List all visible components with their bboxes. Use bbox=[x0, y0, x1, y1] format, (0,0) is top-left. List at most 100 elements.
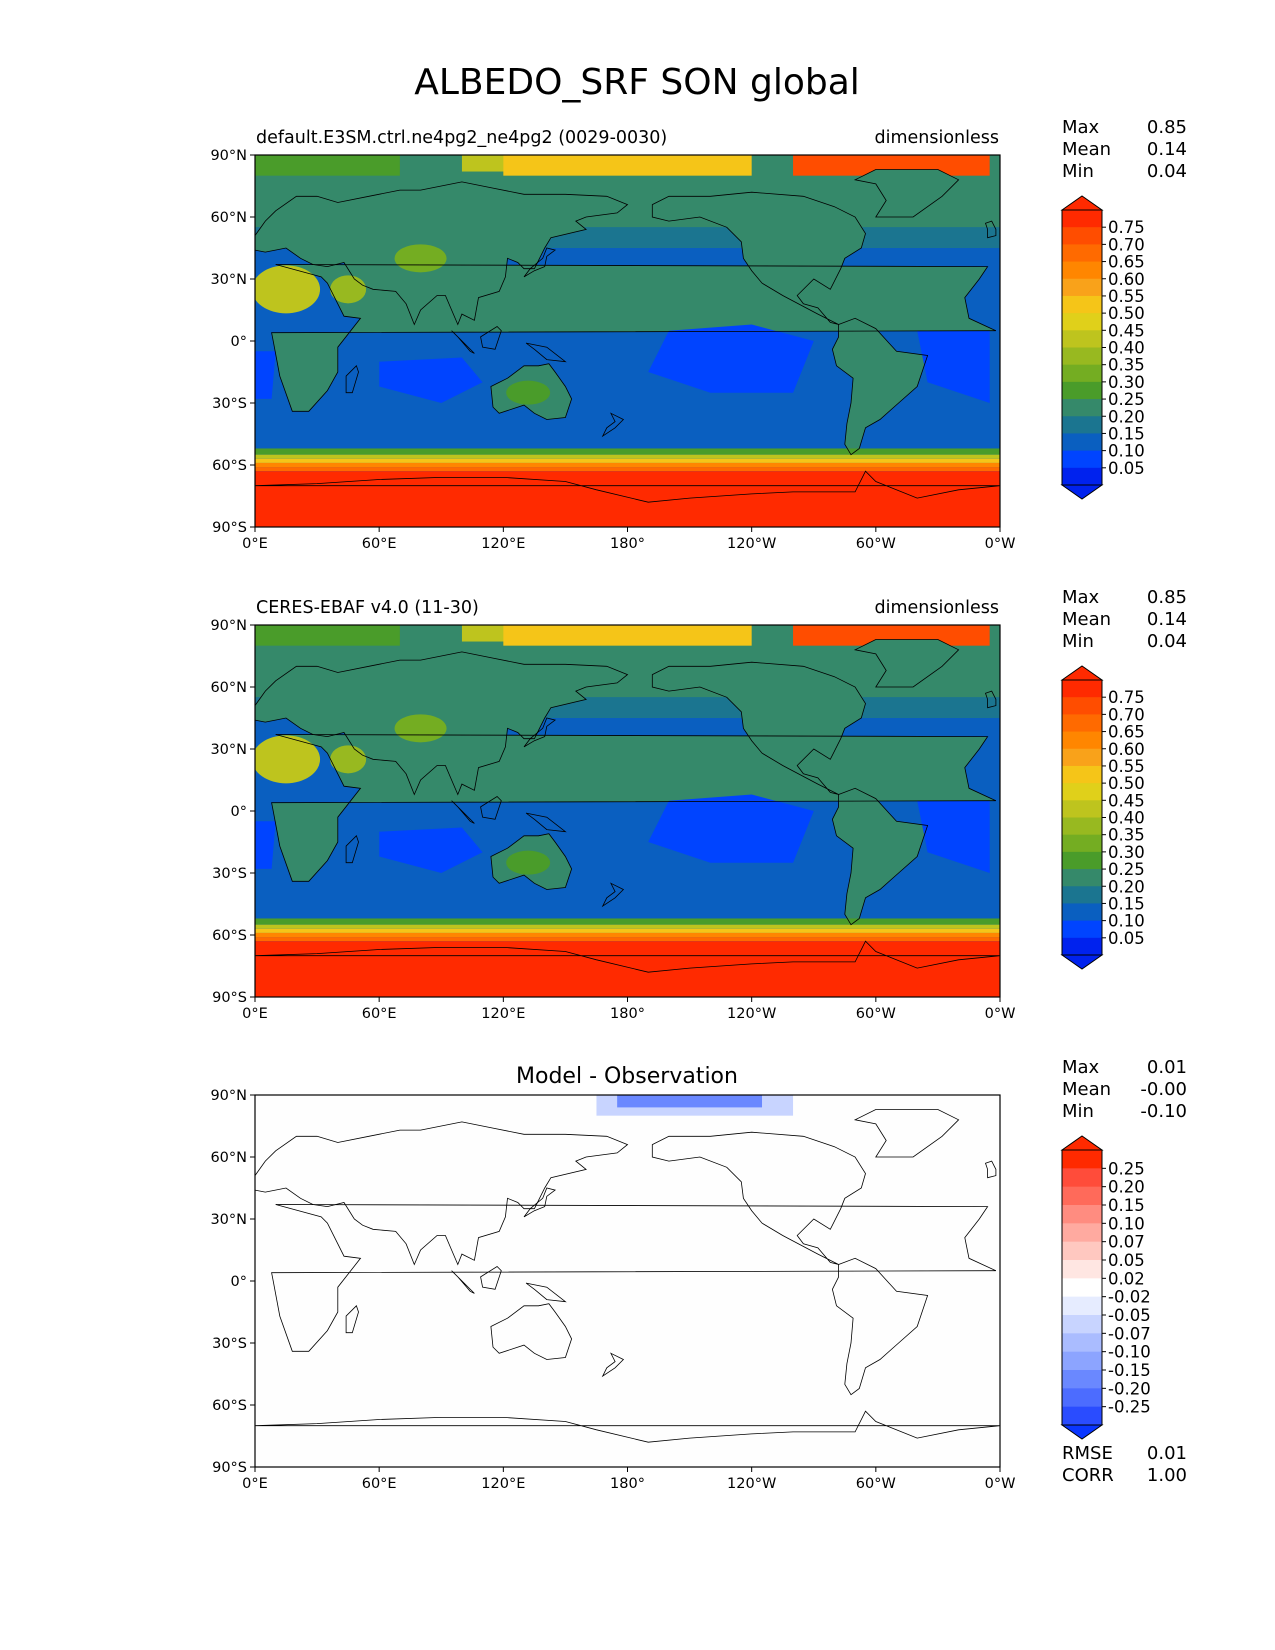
colorbar-swatch bbox=[1062, 1278, 1102, 1298]
colorbar-swatch bbox=[1062, 1388, 1102, 1408]
lon-tick-label: 120°W bbox=[727, 1476, 776, 1492]
colorbar-tick-label: 0.30 bbox=[1108, 373, 1145, 392]
colorbar-swatch bbox=[1062, 937, 1102, 956]
coastline-12 bbox=[525, 812, 567, 833]
colorbar-top-arrow bbox=[1060, 195, 1104, 211]
panel-diff: Model - Observation 90°N 60°N 30°N 0° 30°S 60°… bbox=[210, 1057, 1187, 1492]
colorbar-tick-label: 0.02 bbox=[1108, 1269, 1145, 1288]
coastline-3 bbox=[651, 1131, 866, 1265]
field-land-3 bbox=[652, 662, 866, 795]
colorbar-swatch bbox=[1062, 903, 1102, 922]
stat-label: Min bbox=[1062, 631, 1094, 652]
colorbar-swatch bbox=[1062, 467, 1102, 486]
colorbar-swatch bbox=[1062, 1186, 1102, 1206]
lat-tick-label: 60°S bbox=[212, 928, 247, 944]
figure-title: ALBEDO_SRF SON global bbox=[414, 62, 860, 103]
colorbar-tick-label: 0.30 bbox=[1108, 843, 1145, 862]
lat-tick-label: 60°S bbox=[212, 458, 247, 474]
colorbar-tick-label: -0.02 bbox=[1108, 1288, 1151, 1307]
panel-title-right: dimensionless bbox=[874, 128, 999, 148]
coastline-4 bbox=[831, 787, 929, 926]
colorbar-tick-label: 0.55 bbox=[1108, 287, 1145, 306]
coastline-4 bbox=[831, 1257, 929, 1396]
colorbar-swatch bbox=[1062, 869, 1102, 887]
stat-value: 0.85 bbox=[1147, 587, 1187, 608]
colorbar-tick-label: 0.45 bbox=[1108, 791, 1145, 810]
coastline-1 bbox=[255, 1121, 629, 1266]
stat-value: 0.04 bbox=[1147, 161, 1187, 182]
stat-label: Mean bbox=[1062, 139, 1111, 160]
colorbar-tick-label: 0.65 bbox=[1108, 723, 1145, 742]
colorbar-swatch bbox=[1062, 330, 1102, 348]
map-field bbox=[255, 625, 1000, 997]
coastline-9 bbox=[345, 1305, 359, 1334]
colorbar-tick-label: 0.70 bbox=[1108, 235, 1145, 254]
field-arctic-diff-inner bbox=[617, 1095, 763, 1108]
field-tropic-io bbox=[379, 827, 483, 873]
colorbar-top-arrow bbox=[1060, 665, 1104, 681]
colorbar-swatch bbox=[1062, 1150, 1102, 1169]
colorbar-tick-label: -0.10 bbox=[1108, 1343, 1151, 1362]
lat-tick-label: 30°S bbox=[212, 866, 247, 882]
lat-tick-label: 60°N bbox=[210, 1150, 247, 1166]
extra-stat-label: RMSE bbox=[1062, 1443, 1113, 1464]
coastline-7 bbox=[523, 247, 557, 278]
colorbar: 0.750.700.650.600.550.500.450.400.350.30… bbox=[1060, 195, 1145, 500]
stat-value: 0.14 bbox=[1147, 139, 1187, 160]
lon-tick-label: 120°E bbox=[481, 1476, 525, 1492]
colorbar-swatch bbox=[1062, 261, 1102, 280]
coastline-5 bbox=[853, 1109, 960, 1158]
coastline-5 bbox=[853, 639, 960, 688]
lat-tick-label: 90°S bbox=[212, 1460, 247, 1476]
lon-tick-label: 0°W bbox=[985, 1476, 1016, 1492]
stat-label: Max bbox=[1062, 1057, 1100, 1078]
colorbar-tick-label: -0.25 bbox=[1108, 1398, 1151, 1417]
coastline-2 bbox=[490, 363, 573, 420]
coastline-13 bbox=[601, 412, 625, 438]
colorbar-tick-label: 0.25 bbox=[1108, 860, 1145, 879]
coastline-2 bbox=[490, 833, 573, 890]
field-band-s3 bbox=[255, 928, 1000, 933]
colorbar-swatch bbox=[1062, 834, 1102, 853]
colorbar-tick-label: 0.35 bbox=[1108, 356, 1145, 375]
colorbar-tick-label: -0.20 bbox=[1108, 1379, 1151, 1398]
field-central-asia bbox=[394, 244, 447, 273]
panel-title-center: Model - Observation bbox=[516, 1064, 738, 1089]
coastline-7 bbox=[523, 717, 557, 748]
colorbar-swatch bbox=[1062, 244, 1102, 263]
colorbar-bottom-arrow bbox=[1060, 1424, 1104, 1440]
colorbar-swatch bbox=[1062, 1223, 1102, 1243]
coastline-8 bbox=[984, 1160, 997, 1179]
colorbar-swatch bbox=[1062, 278, 1102, 297]
field-tropic-atl bbox=[255, 351, 276, 399]
coastline-4 bbox=[831, 317, 929, 456]
lat-tick-label: 90°S bbox=[212, 990, 247, 1006]
colorbar-swatch bbox=[1062, 817, 1102, 836]
colorbar-swatch bbox=[1062, 714, 1102, 733]
coastline-12 bbox=[525, 342, 567, 363]
colorbar-tick-label: -0.15 bbox=[1108, 1361, 1151, 1380]
lon-tick-label: 180° bbox=[610, 1006, 645, 1022]
lat-tick-label: 30°S bbox=[212, 396, 247, 412]
stat-label: Mean bbox=[1062, 1079, 1111, 1100]
lat-tick-label: 60°S bbox=[212, 1398, 247, 1414]
field-central-asia bbox=[394, 714, 447, 743]
colorbar-frame bbox=[1061, 1149, 1103, 1426]
extra-stat-value: 0.01 bbox=[1147, 1443, 1187, 1464]
colorbar-swatch bbox=[1062, 210, 1102, 228]
colorbar-tick-label: 0.25 bbox=[1108, 390, 1145, 409]
panel-obs: CERES-EBAF v4.0 (11-30) dimensionless 90°N… bbox=[210, 587, 1187, 1022]
colorbar-swatch bbox=[1062, 1205, 1102, 1224]
lon-tick-label: 60°E bbox=[362, 1476, 397, 1492]
lon-tick-label: 60°E bbox=[362, 1006, 397, 1022]
lon-tick-label: 0°E bbox=[242, 1476, 268, 1492]
coastline-1 bbox=[255, 181, 629, 326]
colorbar: 0.250.200.150.100.070.050.02-0.02-0.05-0… bbox=[1060, 1135, 1151, 1440]
coastline-5 bbox=[853, 169, 960, 218]
colorbar-swatch bbox=[1062, 1333, 1102, 1353]
coastline-11 bbox=[451, 1270, 475, 1294]
colorbar-tick-label: 0.05 bbox=[1108, 929, 1145, 948]
stat-label: Max bbox=[1062, 587, 1100, 608]
field-band-s4 bbox=[255, 932, 1000, 938]
colorbar-tick-label: 0.10 bbox=[1108, 912, 1145, 931]
